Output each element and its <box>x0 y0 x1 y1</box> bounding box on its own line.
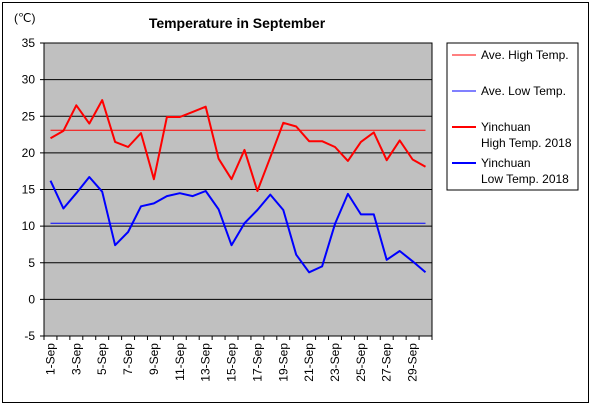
x-tick-label: 23-Sep <box>328 343 342 382</box>
x-tick-label: 17-Sep <box>250 343 264 382</box>
y-tick-label: 35 <box>22 36 36 50</box>
y-tick-label: 0 <box>28 292 35 306</box>
x-tick-label: 27-Sep <box>380 343 394 382</box>
unit-label: (℃) <box>14 11 35 25</box>
x-tick-label: 5-Sep <box>95 343 109 375</box>
y-tick-label: 30 <box>22 73 36 87</box>
y-tick-label: 20 <box>22 146 36 160</box>
y-tick-label: -5 <box>24 329 35 343</box>
legend-box <box>446 42 579 191</box>
x-tick-label: 19-Sep <box>276 343 290 382</box>
y-tick-label: 15 <box>22 183 36 197</box>
legend-label-3: High Temp. 2018 <box>481 136 572 150</box>
x-tick-label: 21-Sep <box>302 343 316 382</box>
legend-label-4: Yinchuan <box>481 156 531 170</box>
y-tick-label: 10 <box>22 219 36 233</box>
x-tick-label: 3-Sep <box>69 343 83 375</box>
x-tick-label: 1-Sep <box>43 343 57 375</box>
x-tick-label: 15-Sep <box>225 343 239 382</box>
x-tick-label: 25-Sep <box>354 343 368 382</box>
legend-label-4: Low Temp. 2018 <box>481 172 569 186</box>
series-line-3 <box>50 99 426 192</box>
chart-border <box>2 2 589 403</box>
gridlines <box>44 79 432 300</box>
x-tick-label: 9-Sep <box>147 343 161 375</box>
series-line-4 <box>49 176 427 274</box>
x-tick-label: 11-Sep <box>173 343 187 381</box>
x-tick-label: 7-Sep <box>121 343 135 375</box>
y-axis: -5 0 5 10 15 20 25 30 35 <box>22 36 44 343</box>
legend: Ave. High Temp. Ave. Low Temp. Yinchuan Hig… <box>446 42 579 191</box>
legend-label-2: Ave. Low Temp. <box>481 84 566 98</box>
x-axis: 1-Sep 3-Sep 5-Sep 7-Sep 9-Sep 11-Sep 13-Sep 15-… <box>43 336 433 382</box>
y-tick-label: 25 <box>22 109 36 123</box>
legend-label-3: Yinchuan <box>481 120 531 134</box>
legend-label-1: Ave. High Temp. <box>481 48 569 62</box>
x-tick-label: 13-Sep <box>199 343 213 382</box>
y-tick-label: 5 <box>28 256 35 270</box>
x-tick-label: 29-Sep <box>406 343 420 382</box>
series-lines <box>49 99 427 274</box>
chart-title: Temperature in September <box>149 15 326 31</box>
